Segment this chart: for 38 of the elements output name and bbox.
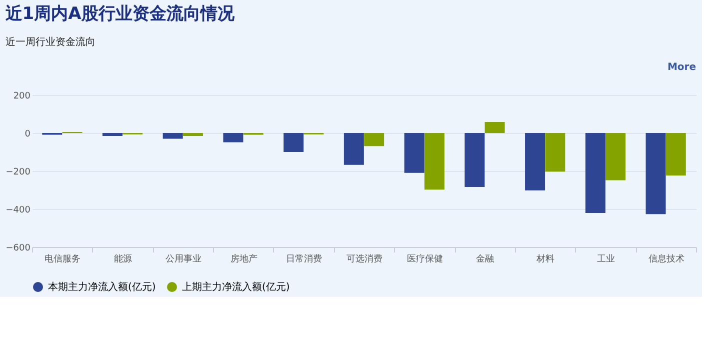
x-tick-label: 公用事业 <box>165 254 202 264</box>
bar <box>344 133 364 165</box>
x-tick-label: 日常消费 <box>286 254 322 264</box>
bar <box>182 133 203 136</box>
bar <box>223 133 244 142</box>
bar <box>364 133 384 146</box>
bar <box>424 133 444 190</box>
bar <box>464 133 485 187</box>
bar <box>162 133 183 139</box>
bar <box>404 133 424 173</box>
x-tick-label: 医疗保健 <box>406 254 443 264</box>
legend-label: 上期主力净流入额(亿元) <box>182 281 290 293</box>
x-tick-label: 金融 <box>476 254 494 264</box>
y-tick-label: 0 <box>24 130 31 140</box>
x-tick-label: 能源 <box>114 254 132 264</box>
y-tick-label: 200 <box>13 92 31 102</box>
bar <box>284 133 304 152</box>
x-tick-label: 房地产 <box>230 254 258 264</box>
bar <box>545 133 566 172</box>
x-tick-label: 电信服务 <box>44 254 81 264</box>
y-tick-label: −400 <box>6 206 31 216</box>
x-tick-label: 可选消费 <box>346 254 382 264</box>
x-tick-label: 信息技术 <box>648 254 684 264</box>
bar <box>102 133 122 136</box>
text: More <box>667 62 696 73</box>
y-tick-label: −600 <box>6 244 31 254</box>
chart-subtitle: 近一周行业资金流向 <box>5 36 96 48</box>
bar <box>606 133 626 180</box>
chart-title: 近1周内A股行业资金流向情况 <box>4 4 236 24</box>
y-tick-label: −200 <box>6 168 31 178</box>
x-tick-label: 材料 <box>536 254 555 264</box>
bar <box>525 133 546 190</box>
bar <box>484 122 505 133</box>
legend-label: 本期主力净流入额(亿元) <box>48 281 156 293</box>
x-tick-label: 工业 <box>596 254 615 264</box>
bar <box>666 133 686 176</box>
bar <box>646 133 666 214</box>
bar <box>585 133 606 213</box>
